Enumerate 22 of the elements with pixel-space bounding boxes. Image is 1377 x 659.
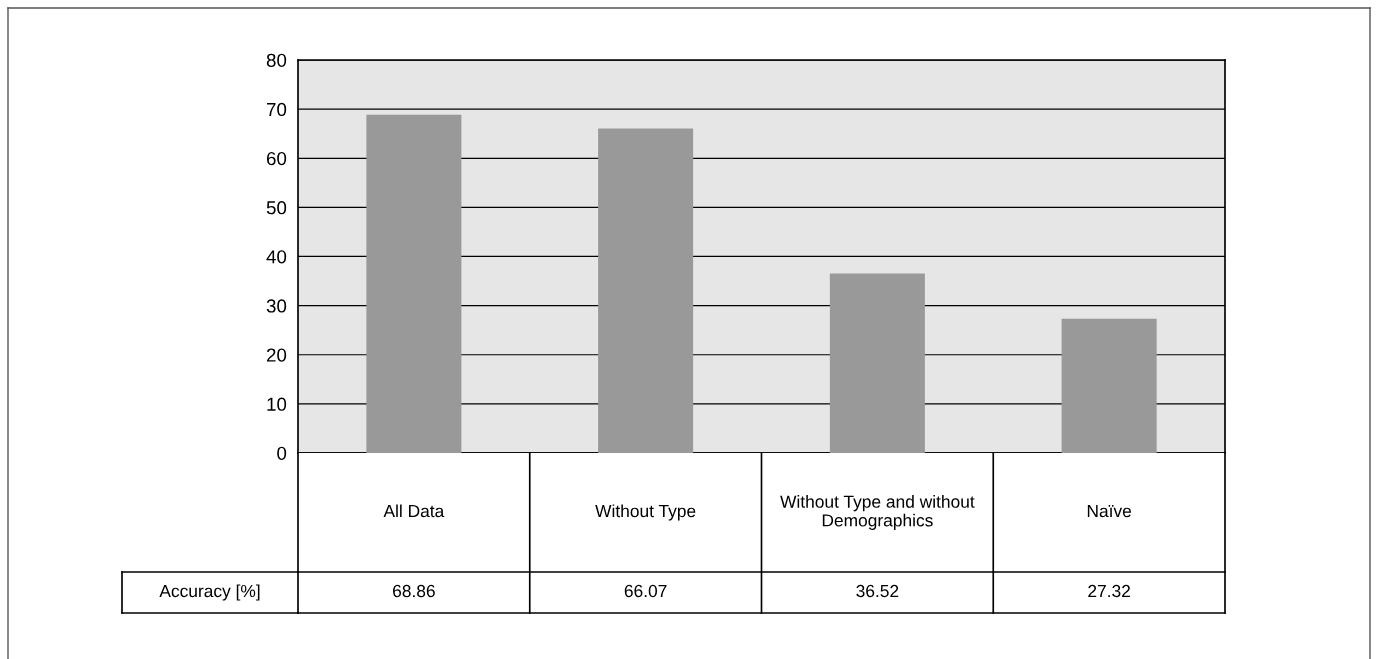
y-tick-label: 40 [266,250,287,264]
data-label: 36.52 [856,584,899,598]
y-tick-label: 10 [267,397,287,411]
y-tick-label: 50 [266,201,287,215]
bar [598,128,694,453]
bar [829,273,925,453]
y-tick-label: 20 [266,348,287,362]
y-tick-label: 80 [266,53,287,67]
x-tick-label: Without Type [595,504,696,521]
x-tick-label: All Data [383,504,445,518]
data-label: 27.32 [1088,584,1130,598]
bar [1061,318,1157,453]
data-label: 66.07 [624,584,667,598]
y-tick-label: 0 [277,446,287,460]
y-tick-label: 70 [267,102,287,117]
x-tick-label: Naïve [1087,505,1132,518]
y-tick-label: 30 [266,299,287,313]
y-tick-label: 60 [266,151,287,166]
data-label: 68.86 [393,584,435,598]
text: Accuracy [%] [159,584,260,601]
bar [366,114,462,453]
x-tick-label: Without Type and without Demographics [780,495,975,530]
